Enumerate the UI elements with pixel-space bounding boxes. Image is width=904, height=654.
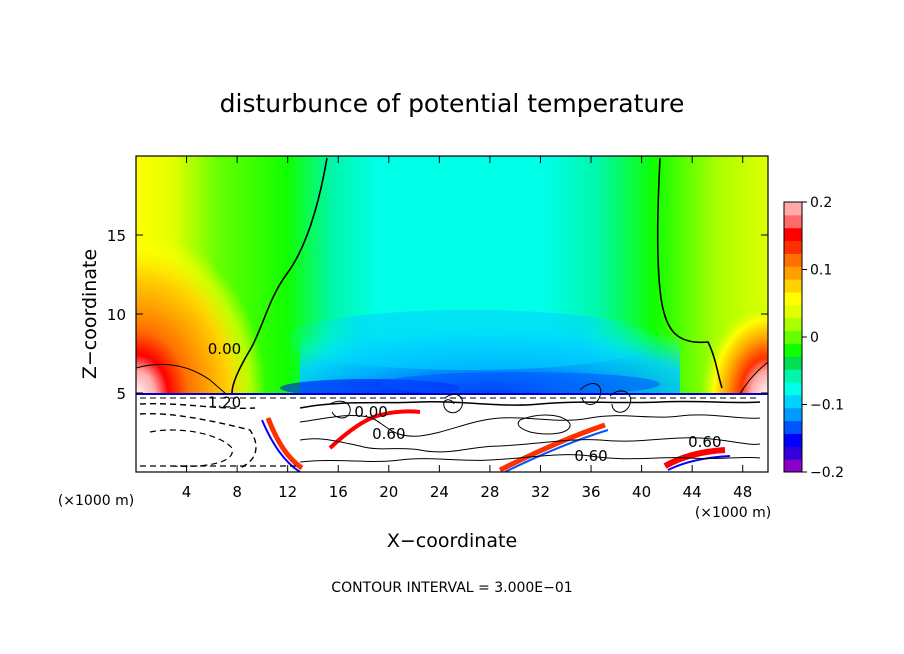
colorbar-swatch [784,227,802,242]
x-tick-label: 40 [632,483,651,501]
contour-label: 0.60 [372,425,405,443]
x-tick-label: 24 [430,483,449,501]
colorbar-tick-label: 0.2 [810,195,832,211]
x-tick-label: 32 [531,483,550,501]
y-axis-label: Z−coordinate [79,249,101,379]
colorbar-swatch [784,240,802,254]
y-axis: 5 10 15 [107,227,768,403]
y-tick-label: 5 [116,385,126,403]
chart-title: disturbunce of potential temperature [220,89,685,118]
cool-anomaly-band [280,310,660,370]
colorbar-tick-label: −0.2 [810,465,844,481]
contour-eddy-2 [579,382,602,405]
colorbar-swatch [784,202,802,216]
x-axis-unit-left: (×1000 m) [58,493,134,509]
x-tick-label: 4 [182,483,192,501]
colorbar-swatch [784,266,802,280]
contour-labels: 0.00 0.00 0.60 0.60 0.60 1.20 [208,340,722,465]
filament-6 [663,447,726,469]
x-tick-label: 20 [379,483,398,501]
x-tick-label: 28 [480,483,499,501]
field-lower [136,394,768,472]
colorbar-swatch [784,407,802,422]
contour-eddy-4 [517,414,571,435]
colorbar-swatch [784,317,802,332]
colorbar-swatch [784,382,802,396]
contour-interval-note: CONTOUR INTERVAL = 3.000E−01 [331,580,572,596]
colorbar-tick-label: −0.1 [810,398,844,414]
colorbar-ticks: 0.2 0.1 0 −0.1 −0.2 [802,195,844,481]
colorbar-swatch [784,253,802,267]
colorbar-swatch [784,214,802,229]
contour-warm-left [136,363,227,395]
contour-label: 0.60 [688,433,721,451]
contour-lower-2 [299,414,761,437]
colorbar [784,202,802,473]
contour-label: 0.60 [574,447,607,465]
contour-eddy-5 [329,400,351,419]
filament-7 [667,455,731,471]
colorbar-swatch [784,292,802,306]
colorbar-tick-label: 0 [810,330,819,346]
filament-5 [504,429,609,472]
y-tick-label: 15 [107,227,126,245]
contour-eddy-3 [609,390,632,413]
colorbar-swatch [784,356,802,370]
contour-lower-3 [299,437,761,453]
contour-zero-left [231,157,328,394]
colorbar-swatch [784,420,802,434]
x-tick-label: 48 [733,483,752,501]
contour-zero-right [656,157,723,389]
filament-2 [261,419,301,472]
contour-label: 1.20 [208,393,241,411]
plot-area: 0.00 0.00 0.60 0.60 0.60 1.20 [136,156,768,472]
colorbar-swatch [784,433,802,447]
contour-dashed-3 [139,412,257,469]
x-tick-label: 12 [278,483,297,501]
contour-label: 0.00 [208,340,241,358]
colorbar-swatch [784,369,802,383]
filament-1 [265,417,304,471]
cool-anomaly-core-right [380,372,660,396]
colorbar-swatch [784,279,802,293]
contour-lower-1 [299,400,761,409]
contour-eddy-1 [443,393,464,414]
colorbar-swatch [784,459,802,473]
x-axis: 4 8 12 16 20 24 28 32 36 40 44 48 [182,156,752,501]
x-axis-label: X−coordinate [387,530,517,552]
y-tick-label: 10 [107,306,126,324]
colorbar-swatch [784,446,802,460]
colorbar-swatch [784,394,802,409]
contour-warm-right [739,361,768,395]
contour-label: 0.00 [354,403,387,421]
x-axis-unit-right: (×1000 m) [695,505,771,521]
filament-4 [498,422,606,472]
colorbar-swatch [784,343,802,357]
x-tick-label: 36 [581,483,600,501]
colorbar-tick-label: 0.1 [810,263,832,279]
warm-anomaly-left [136,230,266,396]
x-tick-label: 44 [683,483,702,501]
contour-lower-4 [299,454,761,463]
filament-3 [328,409,421,450]
colorbar-swatch [784,330,802,344]
x-tick-label: 16 [329,483,348,501]
x-tick-label: 8 [232,483,242,501]
contour-dashed-2 [139,402,256,410]
colorbar-swatch [784,304,802,319]
